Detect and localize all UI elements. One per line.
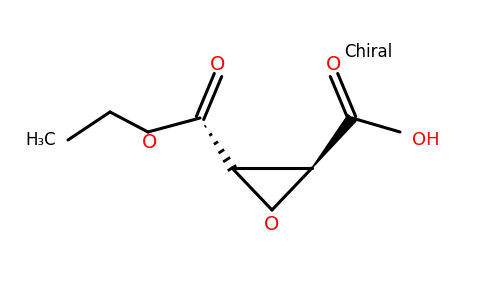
Text: O: O (326, 56, 342, 74)
Text: Chiral: Chiral (344, 43, 392, 61)
Text: O: O (211, 56, 226, 74)
Text: OH: OH (412, 131, 439, 149)
Polygon shape (312, 115, 356, 168)
Text: O: O (264, 214, 280, 233)
Text: O: O (142, 133, 158, 152)
Text: H₃C: H₃C (25, 131, 56, 149)
